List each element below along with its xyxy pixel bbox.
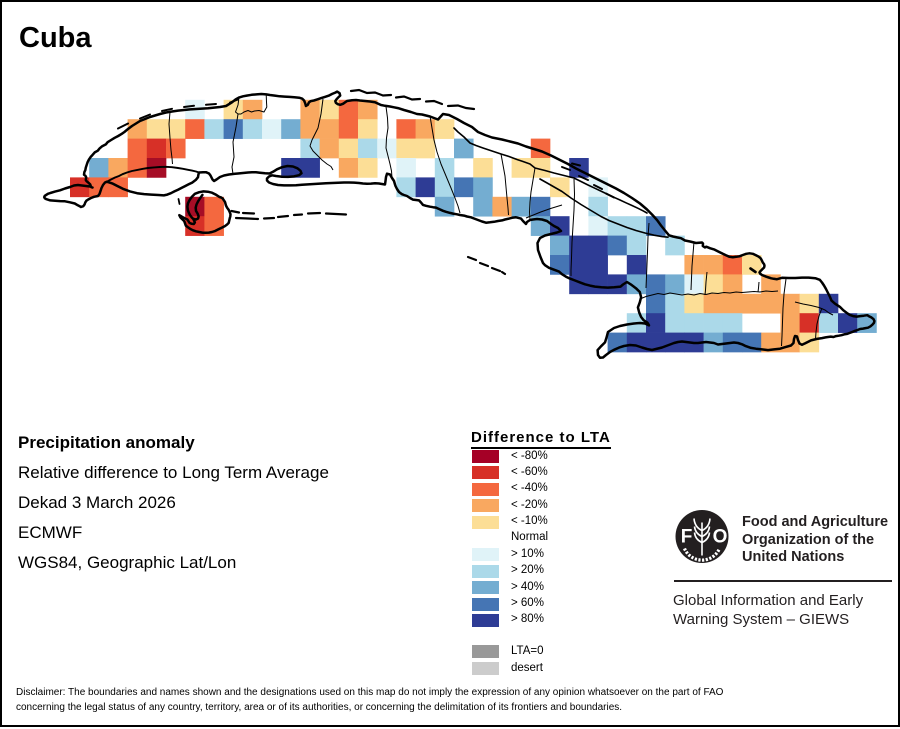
svg-text:O: O — [713, 527, 728, 548]
svg-text:F: F — [681, 527, 693, 548]
